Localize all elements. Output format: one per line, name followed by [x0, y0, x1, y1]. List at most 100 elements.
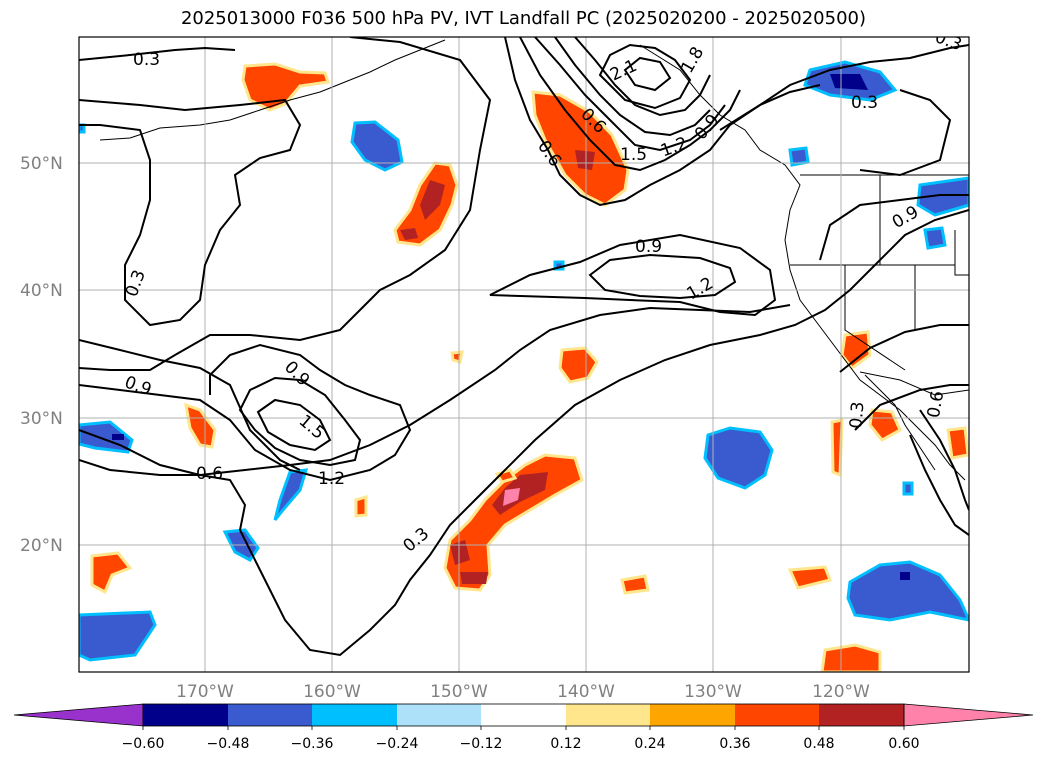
lon-label: 120°W [812, 682, 870, 702]
map-title: 2025013000 F036 500 hPa PV, IVT Landfall… [180, 8, 867, 29]
pv-positive-region [946, 426, 969, 460]
colorbar-tick-label: 0.12 [550, 736, 581, 752]
pv-negative-region [273, 468, 309, 521]
pv-very-negative [900, 572, 910, 580]
pv-positive-region [241, 62, 330, 112]
colorbar-tick-label: −0.60 [122, 736, 165, 752]
pv-strong-positive [460, 572, 488, 584]
pv-positive-region [787, 565, 833, 590]
contour-1-2-mid [238, 376, 362, 467]
pv-positive-region [90, 551, 133, 595]
pv-strong-positive [450, 540, 470, 565]
contour-0-6-center [79, 339, 301, 471]
lon-label: 130°W [684, 682, 742, 702]
colorbar-segment [228, 704, 312, 726]
contour-label: 0.9 [635, 237, 662, 257]
lat-label: 50°N [20, 154, 63, 174]
pv-very-negative [112, 434, 124, 440]
colorbar-segment [735, 704, 819, 726]
us-mexico-border [859, 371, 969, 396]
colorbar-segment [819, 704, 904, 726]
lon-label: 160°W [303, 682, 361, 702]
pv-negative-region [79, 610, 157, 662]
colorbar-segment [312, 704, 397, 726]
contour-label: 1.2 [318, 469, 345, 489]
colorbar-tick-label: 0.48 [803, 736, 834, 752]
lon-label: 170°W [176, 682, 234, 702]
pv-very-negative [830, 74, 868, 90]
pv-negative-region [79, 123, 86, 134]
pv-positive-region [354, 494, 368, 518]
colorbar-segment [481, 704, 566, 726]
pv-shading [79, 60, 969, 672]
contour-0-3-south [79, 209, 969, 657]
colorbar-tick-label: 0.36 [719, 736, 750, 752]
pv-positive-region [443, 453, 584, 592]
contour-0-6-east [819, 194, 969, 261]
contour-2-1-north [598, 43, 692, 110]
pv-positive-region [830, 418, 844, 478]
contour-1-5-mid [256, 398, 332, 452]
lat-label: 40°N [20, 281, 63, 301]
longitude-labels: 170°W 160°W 150°W 140°W 130°W 120°W [176, 682, 870, 702]
alaska-peninsula-coast [99, 39, 446, 141]
contour-0-9-north [519, 37, 741, 172]
colorbar-segment [143, 704, 228, 726]
colorbar: −0.60 −0.48 −0.36 −0.24 −0.12 0.12 0.24 … [13, 703, 1034, 752]
state-border [954, 230, 969, 276]
contour-label: 0.6 [196, 464, 223, 484]
pv-positive-region [840, 330, 872, 371]
contour-0-3-northwest [79, 46, 236, 61]
pv-negative-region [788, 146, 810, 167]
colorbar-tick-label: 0.24 [634, 736, 665, 752]
contour-0-3-se [839, 324, 969, 373]
contour-0-3-northeast [719, 44, 969, 131]
colorbar-frame [142, 703, 905, 727]
colorbar-tick-label: −0.12 [460, 736, 503, 752]
pv-positive-region [184, 402, 217, 449]
colorbar-extend-low [13, 703, 144, 727]
colorbar-segment [397, 704, 481, 726]
pv-negative-region [846, 560, 969, 622]
contour-1-2-east [588, 253, 737, 300]
contour-label: 1.5 [620, 145, 647, 165]
colorbar-segment [650, 704, 735, 726]
lon-label: 150°W [430, 682, 488, 702]
pv-positive-region [620, 574, 650, 595]
contour-0-3-se-2 [854, 384, 969, 431]
map-frame [78, 36, 970, 673]
map-background [79, 37, 969, 672]
gridlines [79, 37, 969, 672]
contour-label: 0.3 [846, 401, 868, 430]
contour-1-2-north [534, 37, 726, 152]
contour-label: 0.6 [924, 389, 948, 419]
contour-0-3-ne-loop [859, 89, 952, 177]
contour-0-6-se [919, 409, 969, 511]
contour-1-8-north [574, 37, 711, 117]
pv-negative-region [916, 176, 969, 217]
pv-positive-region [820, 643, 882, 672]
state-border [844, 265, 906, 371]
baja-coast [864, 374, 936, 471]
lat-label: 20°N [20, 536, 63, 556]
contour-north-inner [623, 56, 672, 92]
colorbar-tick-label: −0.24 [376, 736, 419, 752]
latitude-labels: 50°N 40°N 30°N 20°N [20, 154, 63, 556]
contour-0-3-outer [79, 37, 492, 371]
contour-0-6-west [79, 304, 791, 476]
colorbar-tick-label: 0.60 [888, 736, 919, 752]
map-content: 0.3 0.3 0.3 0.3 0.3 0.3 0.6 0.6 0.6 0.9 … [79, 37, 969, 672]
pv-negative-region [902, 481, 914, 496]
contour-label: 0.3 [851, 93, 878, 113]
pv-negative-region [703, 426, 774, 490]
contour-0-3-large [79, 98, 302, 327]
lat-label: 30°N [20, 409, 63, 429]
contour-0-9-east [489, 233, 777, 317]
contour-0-6-se-2 [909, 434, 969, 536]
lon-label: 140°W [557, 682, 615, 702]
pv-positive-region [450, 350, 464, 364]
contour-1-5-north [554, 37, 711, 137]
pv-negative-region [350, 120, 404, 172]
pv-strong-positive [400, 228, 418, 240]
